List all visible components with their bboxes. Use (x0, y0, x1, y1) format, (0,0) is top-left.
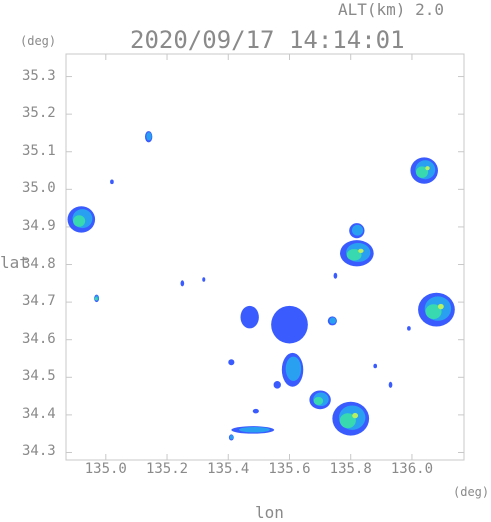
echo-intensity-weak (228, 359, 235, 366)
x-tick-label: 135.4 (207, 461, 250, 477)
echo-intensity-weak (388, 381, 393, 388)
x-tick-label: 135.8 (329, 461, 372, 477)
echo-cell (407, 326, 411, 331)
y-tick-label: 34.3 (22, 443, 56, 460)
echo-cell (410, 157, 438, 184)
echo-layer (67, 131, 455, 441)
echo-cell (388, 381, 393, 388)
echo-intensity-light (351, 224, 363, 236)
echo-intensity-weak (273, 381, 281, 389)
echo-cell (340, 240, 374, 267)
x-axis-unit: (deg) (453, 485, 490, 499)
echo-intensity-light (329, 317, 337, 324)
echo-cell (373, 363, 378, 369)
echo-intensity-weak (202, 277, 206, 282)
tick-marks (66, 54, 464, 460)
echo-cell (231, 426, 275, 434)
y-tick-label: 34.9 (22, 217, 56, 234)
echo-cell (228, 434, 234, 441)
x-tick-label: 135.0 (84, 461, 127, 477)
echo-cell (180, 280, 185, 287)
echo-cell (240, 305, 259, 329)
echo-intensity-strong (358, 248, 364, 253)
plot-frame (65, 53, 465, 461)
echo-cell (332, 401, 370, 436)
y-tick-label: 35.1 (22, 142, 56, 159)
echo-cell (202, 277, 206, 282)
y-tick-label: 34.7 (22, 293, 56, 310)
echo-intensity-moderate (313, 396, 324, 406)
y-axis-label: lat (0, 253, 29, 272)
echo-intensity-light (229, 435, 234, 440)
echo-cell (273, 381, 281, 389)
echo-cell (144, 131, 153, 143)
echo-cell (349, 223, 365, 239)
x-tick-label: 136.0 (390, 461, 434, 477)
y-tick-label: 35.3 (22, 67, 56, 84)
x-tick-label: 135.2 (145, 461, 189, 477)
echo-intensity-weak (252, 408, 259, 414)
echo-cell (271, 305, 308, 344)
echo-intensity-strong (352, 412, 359, 419)
echo-intensity-weak (110, 179, 114, 185)
y-axis-unit: (deg) (20, 34, 57, 48)
echo-intensity-weak (407, 326, 411, 331)
echo-cell (94, 294, 100, 303)
echo-intensity-moderate (415, 166, 429, 178)
y-tick-label: 34.5 (22, 368, 56, 385)
timestamp-title: 2020/09/17 14:14:01 (130, 26, 405, 54)
echo-intensity-strong (425, 166, 430, 171)
echo-cell (309, 390, 331, 410)
y-tick-label: 34.4 (22, 405, 56, 422)
echo-intensity-weak (271, 305, 308, 344)
x-axis-label: lon (255, 503, 284, 522)
echo-cell (281, 352, 304, 387)
echo-intensity-weak (333, 272, 338, 279)
echo-intensity-weak (373, 363, 378, 369)
echo-cell (327, 316, 337, 326)
echo-intensity-moderate (73, 215, 86, 227)
y-tick-label: 34.8 (22, 255, 56, 272)
y-tick-label: 35.0 (22, 180, 56, 197)
y-tick-label: 35.2 (22, 105, 56, 122)
echo-intensity-light (285, 356, 302, 381)
echo-cell (252, 408, 259, 414)
echo-intensity-moderate (94, 297, 98, 301)
echo-cell (67, 206, 96, 233)
echo-cell (110, 179, 114, 185)
echo-intensity-moderate (425, 304, 442, 320)
echo-cell (418, 292, 455, 327)
echo-intensity-light (239, 426, 270, 433)
echo-cell (228, 359, 235, 366)
echo-intensity-weak (240, 305, 259, 329)
altitude-label: ALT(km) 2.0 (338, 0, 444, 19)
y-tick-label: 34.6 (22, 330, 56, 347)
echo-intensity-weak (180, 280, 185, 287)
x-tick-label: 135.6 (268, 461, 311, 477)
echo-intensity-strong (437, 303, 444, 310)
echo-cell (333, 272, 338, 279)
echo-intensity-moderate (346, 249, 362, 261)
echo-intensity-light (146, 132, 152, 141)
echo-intensity-moderate (339, 413, 356, 429)
